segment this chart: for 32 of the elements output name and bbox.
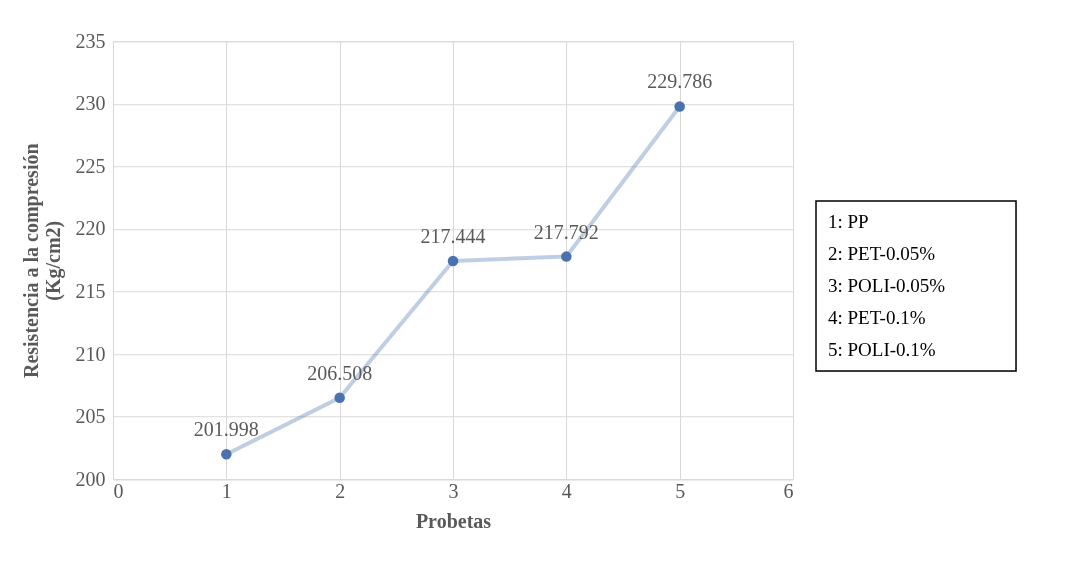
text: 1: PP	[828, 211, 869, 233]
x-tick-label: 0	[113, 479, 124, 502]
point	[447, 255, 459, 267]
text: 2: PET-0.05%	[828, 243, 936, 265]
text: 5: POLI-0.1%	[828, 338, 936, 360]
data-label: 217.792	[533, 220, 599, 243]
y-axis-title: Resistencia a la compresión (Kg/cm2)	[19, 143, 65, 379]
y-tick-label: 220	[75, 217, 106, 240]
point	[334, 392, 345, 404]
x-tick-label: 1	[221, 479, 232, 502]
y-tick-label: 235	[75, 29, 106, 52]
y-tick-label: 230	[75, 92, 106, 115]
y-tick-label: 200	[75, 467, 106, 490]
data-label: 201.998	[193, 418, 259, 441]
data-label: 206.508	[307, 361, 373, 384]
y-tick-label: 215	[75, 280, 106, 303]
point	[561, 251, 572, 262]
y-tick-label: 225	[75, 154, 106, 177]
x-tick-label: 2	[335, 479, 346, 502]
y-tick-label: 205	[75, 405, 106, 428]
text: 3: POLI-0.05%	[828, 274, 946, 296]
x-tick-label: 3	[448, 479, 459, 502]
data-label: 217.444	[420, 224, 486, 247]
x-tick-label: 5	[675, 479, 686, 502]
data-label: 229.786	[647, 70, 713, 93]
x-tick-label: 6	[783, 479, 794, 502]
y-tick-label: 210	[75, 342, 106, 365]
point	[674, 101, 685, 112]
x-tick-label: 4	[561, 479, 572, 502]
x-axis-title: Probetas	[415, 509, 492, 532]
text: 4: PET-0.1%	[828, 306, 926, 328]
point	[221, 449, 232, 460]
